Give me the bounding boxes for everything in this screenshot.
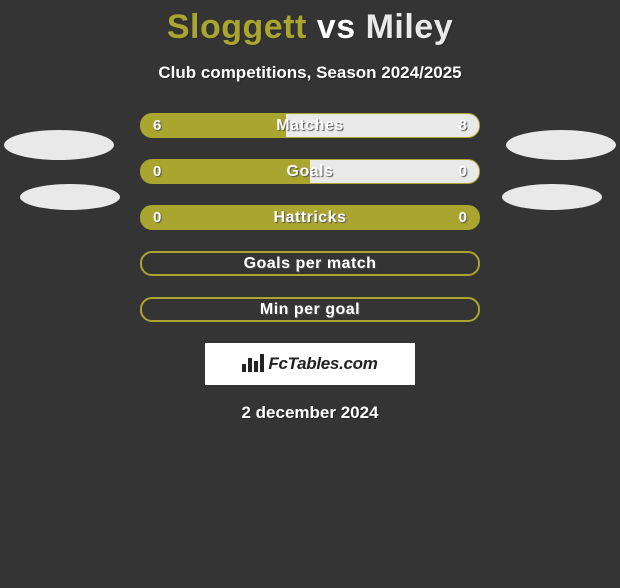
player-2-avatar-placeholder-1	[506, 130, 616, 160]
date-label: 2 december 2024	[0, 403, 620, 423]
stat-row-matches: 6 Matches 8	[140, 113, 480, 138]
vs-separator: vs	[317, 8, 356, 46]
bars-icon	[242, 352, 264, 377]
brand-text: FcTables.com	[268, 354, 377, 374]
player-2-avatar-placeholder-2	[502, 184, 602, 210]
stat-label: Min per goal	[142, 299, 478, 320]
stat-row-goals: 0 Goals 0	[140, 159, 480, 184]
brand-badge: FcTables.com	[205, 343, 415, 385]
stat-row-hattricks: 0 Hattricks 0	[140, 205, 480, 230]
comparison-title: Sloggett vs Miley	[0, 8, 620, 47]
player-1-avatar-placeholder-1	[4, 130, 114, 160]
stat-label: Goals per match	[142, 253, 478, 274]
stats-container: 6 Matches 8 0 Goals 0 0 Hattricks 0 Goal…	[140, 113, 480, 322]
stat-value-right: 0	[459, 160, 467, 183]
stat-row-min-per-goal: Min per goal	[140, 297, 480, 322]
stat-label: Hattricks	[141, 206, 479, 229]
subtitle: Club competitions, Season 2024/2025	[0, 63, 620, 83]
player-1-avatar-placeholder-2	[20, 184, 120, 210]
player-1-name: Sloggett	[167, 8, 307, 46]
stat-value-right: 8	[459, 114, 467, 137]
stat-row-goals-per-match: Goals per match	[140, 251, 480, 276]
player-2-name: Miley	[366, 8, 454, 46]
stat-label: Matches	[141, 114, 479, 137]
stat-value-right: 0	[459, 206, 467, 229]
stat-label: Goals	[141, 160, 479, 183]
